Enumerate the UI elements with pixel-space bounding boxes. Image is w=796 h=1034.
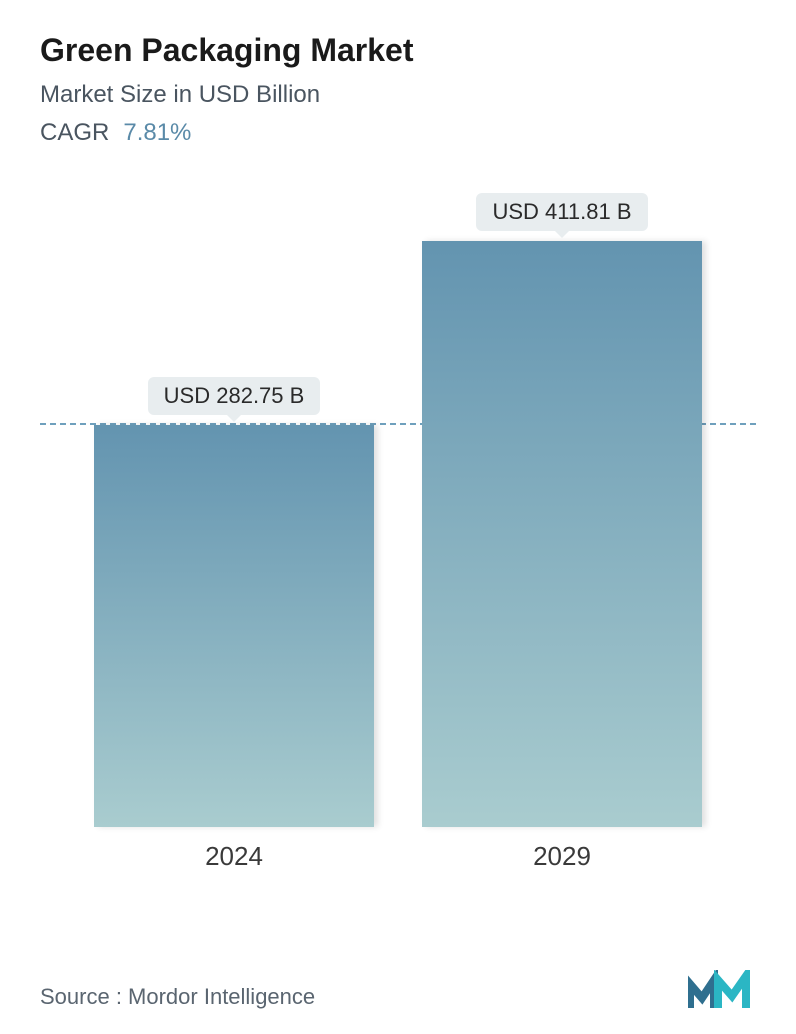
source-attribution: Source : Mordor Intelligence (40, 984, 315, 1010)
brand-logo (688, 970, 756, 1010)
bar (422, 241, 702, 827)
chart-footer: Source : Mordor Intelligence (40, 970, 756, 1010)
value-badge: USD 282.75 B (148, 377, 321, 415)
cagr-value: 7.81% (123, 119, 191, 147)
chart-area: USD 282.75 B USD 411.81 B 2024 2029 (40, 187, 756, 887)
bar-group: USD 282.75 B (94, 377, 374, 827)
x-axis-label: 2024 (94, 841, 374, 872)
bar (94, 425, 374, 827)
cagr-label: CAGR (40, 119, 109, 147)
chart-title: Green Packaging Market (40, 32, 756, 69)
bar-group: USD 411.81 B (422, 193, 702, 827)
chart-subtitle: Market Size in USD Billion (40, 81, 756, 109)
cagr-row: CAGR 7.81% (40, 119, 756, 147)
x-axis-labels: 2024 2029 (40, 841, 756, 872)
x-axis-label: 2029 (422, 841, 702, 872)
value-badge: USD 411.81 B (476, 193, 647, 231)
bars-container: USD 282.75 B USD 411.81 B (40, 187, 756, 827)
